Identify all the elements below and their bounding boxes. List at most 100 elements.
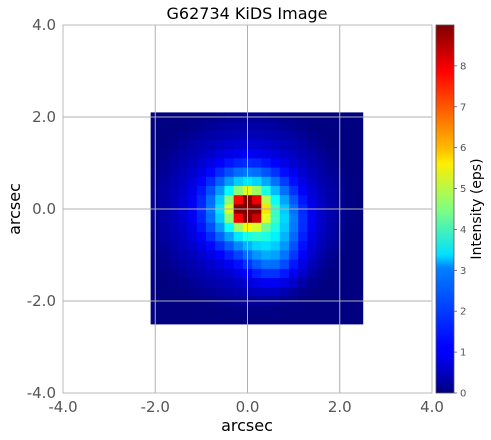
image-pixel (196, 278, 207, 288)
image-pixel (169, 167, 179, 178)
image-pixel (169, 250, 179, 260)
image-pixel (159, 140, 170, 150)
image-pixel (224, 222, 235, 233)
image-pixel (196, 195, 207, 205)
image-pixel (205, 176, 216, 187)
image-pixel (344, 287, 354, 297)
image-pixel (289, 130, 299, 141)
image-pixel (224, 176, 235, 187)
image-pixel (325, 130, 336, 141)
image-pixel (316, 305, 327, 316)
image-pixel (307, 314, 318, 325)
image-pixel (233, 140, 244, 150)
image-pixel (205, 259, 216, 270)
image-pixel (215, 232, 225, 242)
image-pixel (252, 140, 262, 150)
image-pixel (233, 222, 244, 233)
image-pixel (196, 241, 207, 251)
image-pixel (224, 250, 235, 260)
image-pixel (344, 278, 354, 288)
image-pixel (316, 140, 327, 150)
image-pixel (187, 121, 198, 132)
image-pixel (307, 241, 318, 251)
image-pixel (205, 305, 216, 316)
image-pixel (344, 259, 354, 270)
image-pixel (205, 268, 216, 279)
image-pixel (215, 287, 225, 297)
colorbar-tick-label: 3 (460, 266, 466, 277)
colorbar-tick-label: 5 (460, 184, 466, 195)
image-pixel (215, 250, 225, 260)
image-pixel (279, 195, 290, 205)
image-pixel (289, 158, 299, 168)
image-pixel (224, 213, 235, 224)
image-pixel (252, 186, 262, 196)
image-pixel (178, 232, 188, 242)
image-pixel (178, 287, 188, 297)
image-pixel (344, 314, 354, 325)
image-pixel (325, 287, 336, 297)
image-pixel (261, 176, 271, 187)
image-pixel (279, 259, 290, 270)
image-pixel (261, 259, 271, 270)
image-pixel (270, 259, 281, 270)
image-pixel (196, 158, 207, 168)
image-pixel (316, 222, 327, 233)
image-pixel (159, 278, 170, 288)
image-pixel (353, 195, 364, 205)
image-pixel (298, 259, 308, 270)
image-pixel (289, 176, 299, 187)
image-pixel (252, 259, 262, 270)
image-pixel (169, 287, 179, 297)
image-pixel (252, 268, 262, 279)
image-pixel (344, 158, 354, 168)
colorbar-label: Intensity (eps) (469, 158, 485, 259)
image-pixel (215, 241, 225, 251)
image-pixel (325, 213, 336, 224)
image-pixel (307, 259, 318, 270)
image-pixel (298, 130, 308, 141)
image-pixel (270, 287, 281, 297)
image-pixel (316, 158, 327, 168)
image-pixel (178, 186, 188, 196)
image-pixel (187, 130, 198, 141)
image-pixel (298, 167, 308, 178)
image-pixel (224, 278, 235, 288)
image-pixel (252, 278, 262, 288)
image-pixel (196, 314, 207, 325)
image-pixel (344, 130, 354, 141)
image-pixel (196, 305, 207, 316)
image-pixel (316, 149, 327, 159)
image-pixel (233, 305, 244, 316)
image-pixel (325, 241, 336, 251)
image-pixel (261, 213, 271, 224)
image-pixel (196, 149, 207, 159)
image-pixel (270, 268, 281, 279)
image-pixel (224, 268, 235, 279)
image-pixel (178, 278, 188, 288)
image-pixel (316, 287, 327, 297)
colorbar-tick-label: 4 (460, 225, 466, 236)
image-pixel (279, 222, 290, 233)
image-pixel (325, 176, 336, 187)
image-pixel (325, 149, 336, 159)
image-pixel (205, 287, 216, 297)
image-pixel (353, 167, 364, 178)
image-pixel (316, 314, 327, 325)
image-pixel (187, 305, 198, 316)
image-pixel (252, 222, 262, 233)
image-pixel (316, 186, 327, 196)
image-pixel (270, 121, 281, 132)
image-pixel (169, 121, 179, 132)
image-pixel (270, 167, 281, 178)
image-pixel (261, 232, 271, 242)
image-pixel (215, 140, 225, 150)
image-pixel (298, 268, 308, 279)
image-pixel (344, 305, 354, 316)
image-pixel (196, 121, 207, 132)
image-pixel (187, 268, 198, 279)
image-pixel (353, 287, 364, 297)
image-pixel (169, 140, 179, 150)
image-pixel (159, 232, 170, 242)
